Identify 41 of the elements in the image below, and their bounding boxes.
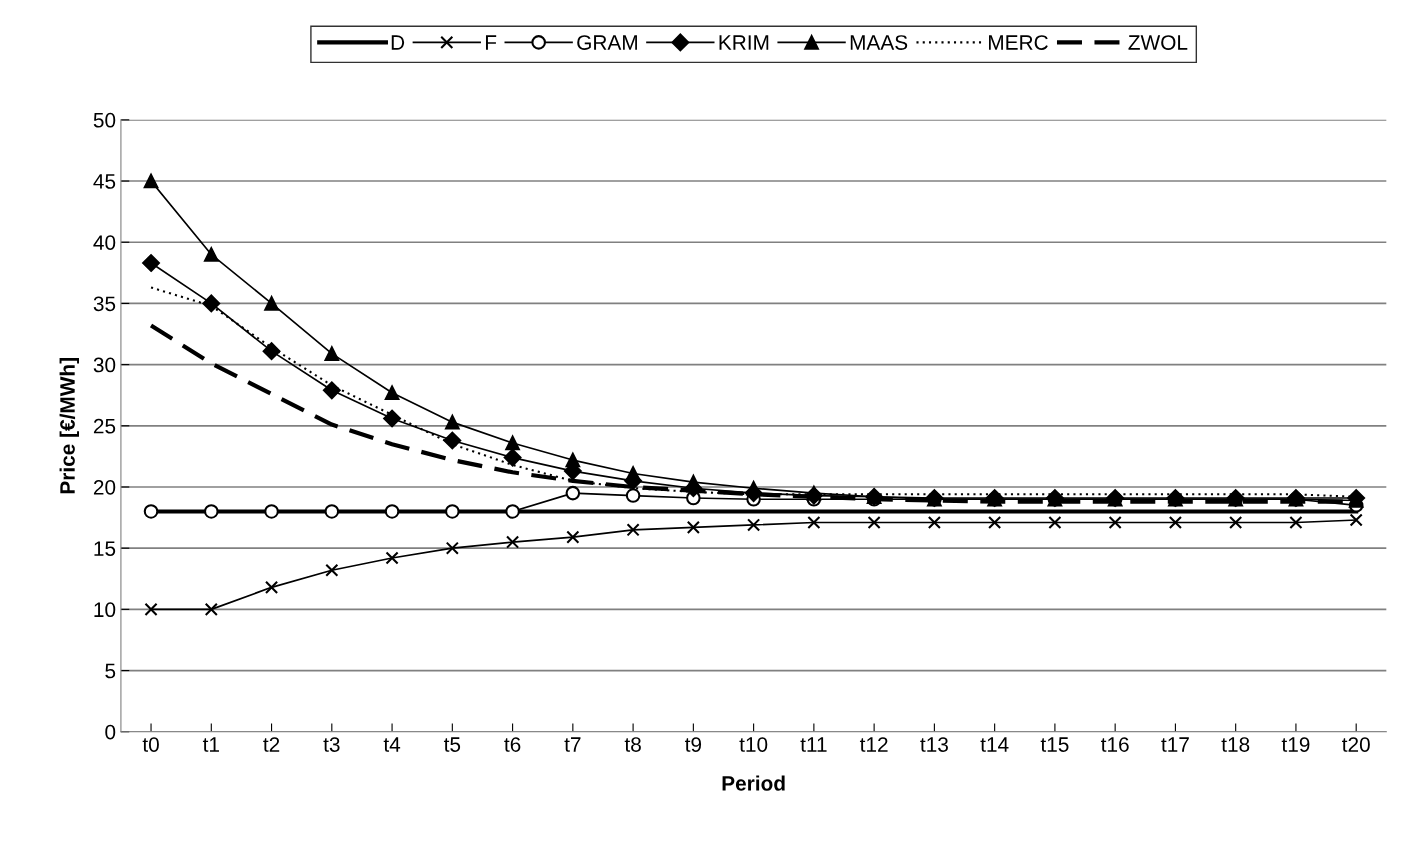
x-tick-label: t14 [980, 737, 1009, 752]
x-tick-label: t11 [800, 737, 827, 752]
x-tick-label: t19 [1281, 737, 1310, 752]
legend-label: MAAS [850, 35, 908, 50]
x-tick-label: t7 [564, 737, 581, 752]
x-tick-label: t3 [323, 737, 340, 752]
x-tick-label: t5 [443, 737, 461, 752]
x-tick-label: t13 [920, 737, 948, 752]
legend-label: D [391, 35, 405, 50]
y-tick-label: 50 [93, 112, 116, 128]
x-tick-label: t18 [1221, 737, 1250, 752]
legend-label: GRAM [577, 35, 637, 50]
x-tick-label: t2 [263, 737, 280, 752]
x-tick-label: t20 [1342, 737, 1370, 752]
y-tick-label: 0 [105, 724, 116, 740]
legend-label: F [486, 35, 497, 50]
y-tick-label: 25 [93, 418, 116, 434]
x-tick-label: t10 [739, 737, 768, 752]
x-tick-label: t8 [624, 737, 641, 752]
x-tick-label: t15 [1040, 737, 1069, 752]
y-tick-label: 15 [94, 541, 116, 556]
y-tick-label: 5 [105, 663, 116, 679]
y-tick-label: 35 [93, 296, 116, 312]
y-tick-label: 20 [93, 479, 116, 495]
x-tick-label: t4 [383, 737, 401, 752]
legend-label: MERC [989, 35, 1048, 50]
x-tick-label: t0 [142, 737, 159, 752]
legend-label: KRIM [719, 35, 769, 50]
y-tick-label: 30 [93, 357, 116, 373]
x-tick-label: t6 [504, 737, 521, 752]
x-tick-label: t16 [1101, 737, 1129, 752]
y-tick-label: 10 [94, 602, 116, 618]
x-tick-label: t12 [859, 737, 888, 752]
x-tick-label: t1 [202, 737, 219, 752]
x-axis-title: Period [722, 775, 785, 791]
y-tick-label: 45 [93, 174, 116, 189]
y-axis-title: Price [€/MWh] [59, 358, 79, 494]
legend-label: ZWOL [1128, 35, 1188, 50]
y-tick-label: 40 [93, 235, 116, 250]
x-tick-label: t17 [1161, 737, 1189, 752]
x-tick-label: t9 [684, 737, 702, 752]
